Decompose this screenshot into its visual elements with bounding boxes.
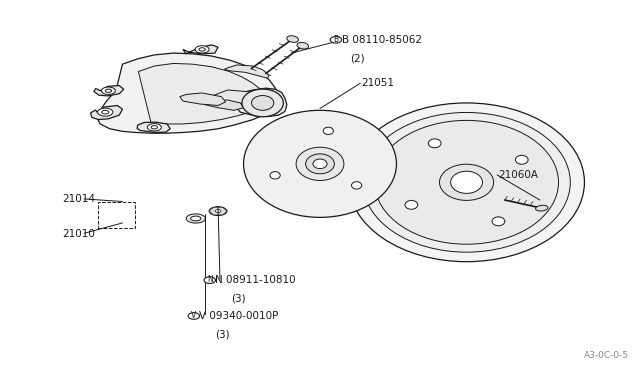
Text: A3-0C-0-5: A3-0C-0-5 — [584, 351, 629, 360]
Ellipse shape — [330, 36, 342, 43]
Ellipse shape — [287, 36, 298, 42]
Polygon shape — [209, 207, 227, 215]
Ellipse shape — [244, 110, 396, 217]
Ellipse shape — [209, 207, 227, 215]
Text: 21014: 21014 — [62, 194, 95, 204]
Ellipse shape — [191, 216, 201, 221]
Ellipse shape — [105, 89, 111, 92]
Text: (3): (3) — [231, 294, 245, 304]
Ellipse shape — [440, 164, 493, 201]
Text: B: B — [333, 35, 339, 44]
Text: 21010: 21010 — [62, 229, 95, 239]
Ellipse shape — [98, 108, 113, 116]
Ellipse shape — [215, 210, 221, 212]
Ellipse shape — [313, 159, 327, 169]
Polygon shape — [91, 106, 122, 119]
Ellipse shape — [492, 217, 505, 226]
Text: V 09340-0010P: V 09340-0010P — [199, 311, 278, 321]
Ellipse shape — [349, 103, 584, 262]
Ellipse shape — [270, 171, 280, 179]
Ellipse shape — [451, 171, 483, 193]
Polygon shape — [183, 45, 218, 54]
Polygon shape — [234, 88, 287, 116]
Ellipse shape — [536, 205, 548, 211]
Ellipse shape — [363, 112, 570, 252]
Ellipse shape — [199, 48, 205, 51]
Text: N: N — [207, 275, 212, 284]
Ellipse shape — [351, 182, 362, 189]
Ellipse shape — [102, 110, 109, 114]
Ellipse shape — [242, 89, 284, 117]
Ellipse shape — [296, 147, 344, 180]
Ellipse shape — [188, 312, 200, 319]
Polygon shape — [205, 90, 256, 105]
Ellipse shape — [428, 139, 441, 148]
Text: N 08911-10810: N 08911-10810 — [215, 275, 296, 285]
Ellipse shape — [186, 214, 205, 223]
Ellipse shape — [374, 121, 559, 244]
Polygon shape — [97, 53, 278, 133]
Ellipse shape — [252, 96, 274, 110]
Ellipse shape — [147, 124, 161, 131]
Ellipse shape — [151, 126, 157, 129]
Polygon shape — [202, 100, 244, 110]
Text: 21051: 21051 — [362, 78, 394, 88]
Polygon shape — [138, 63, 266, 124]
Text: 21060A: 21060A — [499, 170, 538, 180]
Polygon shape — [180, 93, 226, 106]
Ellipse shape — [405, 201, 418, 209]
Text: (3): (3) — [215, 330, 230, 339]
Polygon shape — [137, 122, 170, 132]
Polygon shape — [94, 86, 124, 96]
Ellipse shape — [297, 42, 308, 49]
Ellipse shape — [515, 155, 528, 164]
Ellipse shape — [306, 154, 334, 174]
Ellipse shape — [101, 87, 115, 94]
Text: V: V — [191, 311, 196, 320]
Ellipse shape — [323, 127, 333, 135]
Ellipse shape — [204, 277, 216, 283]
Text: (2): (2) — [350, 54, 365, 64]
Polygon shape — [225, 65, 269, 78]
Ellipse shape — [195, 46, 209, 53]
Text: B 08110-85062: B 08110-85062 — [342, 35, 422, 45]
